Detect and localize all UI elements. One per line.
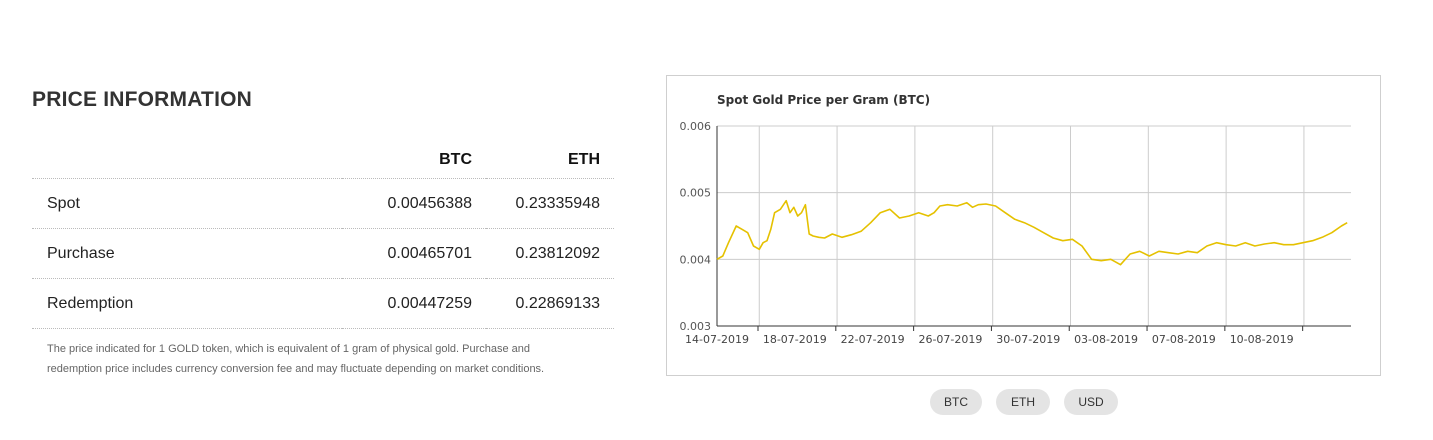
price-series-line [716,199,1348,266]
x-tick-label: 14-07-2019 [685,333,749,346]
row-label: Redemption [32,278,342,329]
header-eth: ETH [486,142,614,179]
purchase-eth-value: 0.23812092 [486,228,614,279]
x-tick-label: 07-08-2019 [1152,333,1216,346]
table-header-row: BTC ETH [32,142,614,179]
redemption-btc-value: 0.00447259 [342,278,486,329]
spot-btc-value: 0.00456388 [342,178,486,229]
y-tick-label: 0.003 [680,320,712,333]
x-tick-label: 10-08-2019 [1230,333,1294,346]
redemption-eth-value: 0.22869133 [486,278,614,329]
currency-toggle: BTC ETH USD [930,389,1118,415]
y-tick-label: 0.004 [680,253,712,266]
header-blank [32,142,342,179]
x-tick-label: 30-07-2019 [996,333,1060,346]
table-row-spot: Spot 0.00456388 0.23335948 [32,178,614,229]
price-table: BTC ETH Spot 0.00456388 0.23335948 Purch… [32,142,614,329]
table-row-purchase: Purchase 0.00465701 0.23812092 [32,228,614,279]
header-btc: BTC [342,142,486,179]
x-tick-label: 03-08-2019 [1074,333,1138,346]
x-tick-label: 18-07-2019 [763,333,827,346]
purchase-btc-value: 0.00465701 [342,228,486,279]
x-tick-label: 22-07-2019 [841,333,905,346]
row-label: Spot [32,178,342,229]
price-note: The price indicated for 1 GOLD token, wh… [47,343,545,375]
eth-button[interactable]: ETH [996,389,1050,415]
section-title: PRICE INFORMATION [32,88,253,111]
table-row-redemption: Redemption 0.00447259 0.22869133 [32,278,614,329]
chart-title: Spot Gold Price per Gram (BTC) [717,93,930,107]
spot-gold-price-chart: Spot Gold Price per Gram (BTC) 0.006 0.00… [666,75,1381,376]
chart-svg: Spot Gold Price per Gram (BTC) 0.006 0.00… [680,93,1351,346]
y-tick-label: 0.005 [680,187,712,200]
btc-button[interactable]: BTC [930,389,982,415]
x-tick-label: 26-07-2019 [918,333,982,346]
spot-eth-value: 0.23335948 [486,178,614,229]
usd-button[interactable]: USD [1064,389,1118,415]
y-tick-label: 0.006 [680,120,712,133]
row-label: Purchase [32,228,342,279]
